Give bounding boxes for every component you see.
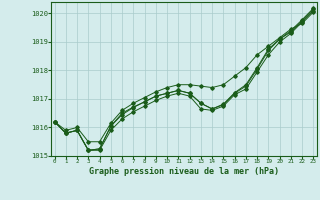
X-axis label: Graphe pression niveau de la mer (hPa): Graphe pression niveau de la mer (hPa) bbox=[89, 167, 279, 176]
